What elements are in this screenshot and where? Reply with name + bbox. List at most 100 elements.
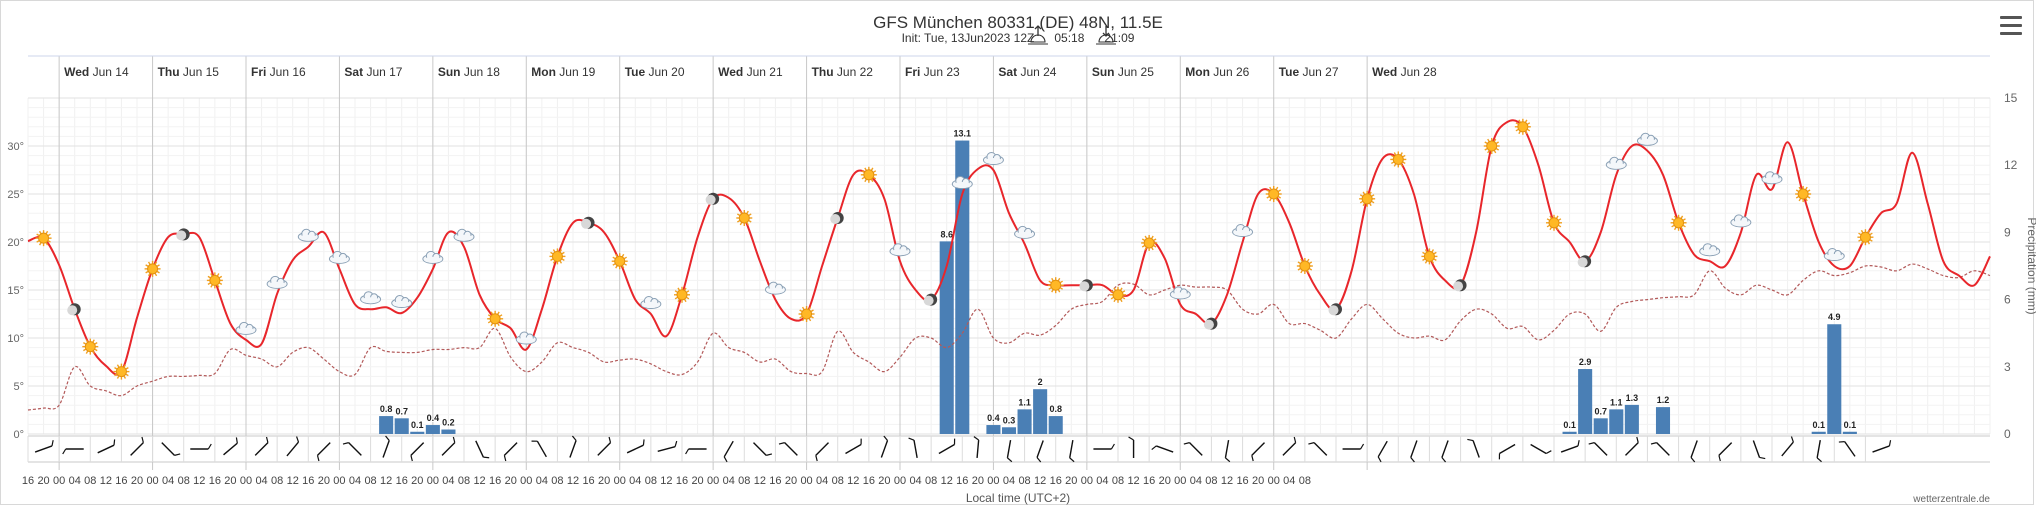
sun-icon (549, 248, 566, 265)
sun-icon (1546, 214, 1562, 231)
sun-icon (82, 338, 99, 355)
hour-label: 16 (863, 475, 875, 487)
precip-bar (1017, 409, 1032, 434)
hour-label: 04 (1190, 475, 1202, 487)
precip-label: 1.1 (1018, 397, 1031, 407)
hour-label: 08 (832, 475, 844, 487)
hour-label: 16 (302, 475, 314, 487)
precip-bar (986, 425, 1001, 434)
wind-arrow (1650, 442, 1670, 456)
precip-bar (939, 241, 954, 434)
hour-label: 04 (909, 475, 921, 487)
wind-arrow (626, 439, 645, 454)
hour-label: 12 (567, 475, 579, 487)
wind-arrow (286, 436, 300, 457)
sun-icon (487, 310, 504, 327)
precip-bar (425, 425, 440, 434)
hour-label: 00 (800, 475, 812, 487)
hour-label: 00 (240, 475, 252, 487)
cloud-icon (1823, 248, 1845, 261)
wind-arrow (657, 440, 678, 453)
hour-label: 04 (442, 475, 454, 487)
hour-label: 00 (146, 475, 158, 487)
precip-label: 0.1 (1812, 420, 1825, 430)
wind-arrow (938, 438, 956, 455)
hour-label: 00 (333, 475, 345, 487)
hour-label: 16 (1143, 475, 1155, 487)
wind-arrow (569, 435, 577, 458)
sun-icon (1141, 234, 1158, 251)
wind-arrow (723, 440, 734, 463)
wind-arrow (62, 448, 84, 455)
moon-icon (705, 192, 720, 205)
x-axis-title: Local time (UTC+2) (966, 491, 1070, 505)
hour-label: 12 (380, 475, 392, 487)
left-tick-label: 0° (13, 429, 24, 441)
wind-arrow (1006, 440, 1013, 463)
cloud-icon (640, 296, 662, 309)
wind-arrow (475, 440, 490, 459)
sun-icon (1265, 186, 1282, 202)
moon-icon (1079, 279, 1093, 292)
precip-label: 0.2 (442, 418, 455, 428)
wind-arrow (597, 436, 612, 456)
wind-arrow (815, 442, 830, 462)
chart-title: GFS München 80331 (DE) 48N, 11.5E (873, 13, 1163, 32)
sunrise-icon (1028, 25, 1048, 45)
hour-label: 12 (847, 475, 859, 487)
sun-icon (1483, 138, 1500, 154)
wind-arrow (503, 442, 518, 462)
sun-icon (1390, 151, 1407, 168)
precip-bar (410, 431, 425, 434)
sun-icon (1514, 118, 1531, 135)
wind-arrow (1342, 443, 1365, 450)
hamburger-menu-icon[interactable] (2000, 16, 2022, 36)
sun-icon (1421, 248, 1438, 265)
sun-icon (1110, 286, 1126, 303)
hour-label: 20 (411, 475, 423, 487)
cloud-icon (422, 250, 444, 264)
sun-icon (144, 260, 161, 277)
wind-arrow (1093, 443, 1115, 450)
hour-label: 00 (894, 475, 906, 487)
wind-arrow (1560, 440, 1580, 453)
wind-arrow (1498, 443, 1516, 460)
cloud-icon (328, 250, 350, 264)
wind-arrow (1467, 438, 1480, 458)
hour-label: 20 (878, 475, 890, 487)
wind-arrow (34, 440, 54, 453)
cloud-icon (391, 295, 413, 309)
right-tick-label: 0 (2004, 427, 2011, 441)
precip-bar (1811, 431, 1826, 434)
moon-icon (1328, 303, 1342, 316)
left-tick-label: 15° (7, 285, 24, 297)
left-axis: 0° 5° 10° 15° 20° 25° 30° (7, 141, 24, 441)
day-label: Mon Jun 26 (1185, 65, 1249, 79)
chart-subtitle: Init: Tue, 13Jun2023 12Z 05:18 21:09 (902, 31, 1135, 45)
sun-icon (798, 306, 815, 322)
precip-label: 1.3 (1626, 393, 1639, 403)
precip-bar (1624, 404, 1639, 434)
hour-label: 16 (582, 475, 594, 487)
sun-icon (674, 286, 690, 303)
precip-label: 0.1 (411, 420, 424, 430)
hour-label: 04 (255, 475, 267, 487)
right-tick-label: 12 (2004, 158, 2018, 172)
sun-icon (206, 272, 223, 289)
temperature-line (27, 119, 1991, 376)
hour-label: 16 (1050, 475, 1062, 487)
wind-arrow (778, 442, 798, 456)
moon-icon (1453, 279, 1467, 292)
precip-bar (1033, 389, 1048, 434)
wind-arrow (410, 442, 425, 462)
cloud-icon (1605, 156, 1627, 170)
cloud-icon (1730, 214, 1752, 228)
cloud-icon (515, 331, 537, 345)
hour-label: 08 (178, 475, 190, 487)
precip-label: 1.1 (1610, 397, 1623, 407)
precip-bar (1609, 409, 1624, 434)
hour-label: 00 (614, 475, 626, 487)
sun-icon (1359, 190, 1376, 207)
wind-arrow (1690, 440, 1698, 463)
